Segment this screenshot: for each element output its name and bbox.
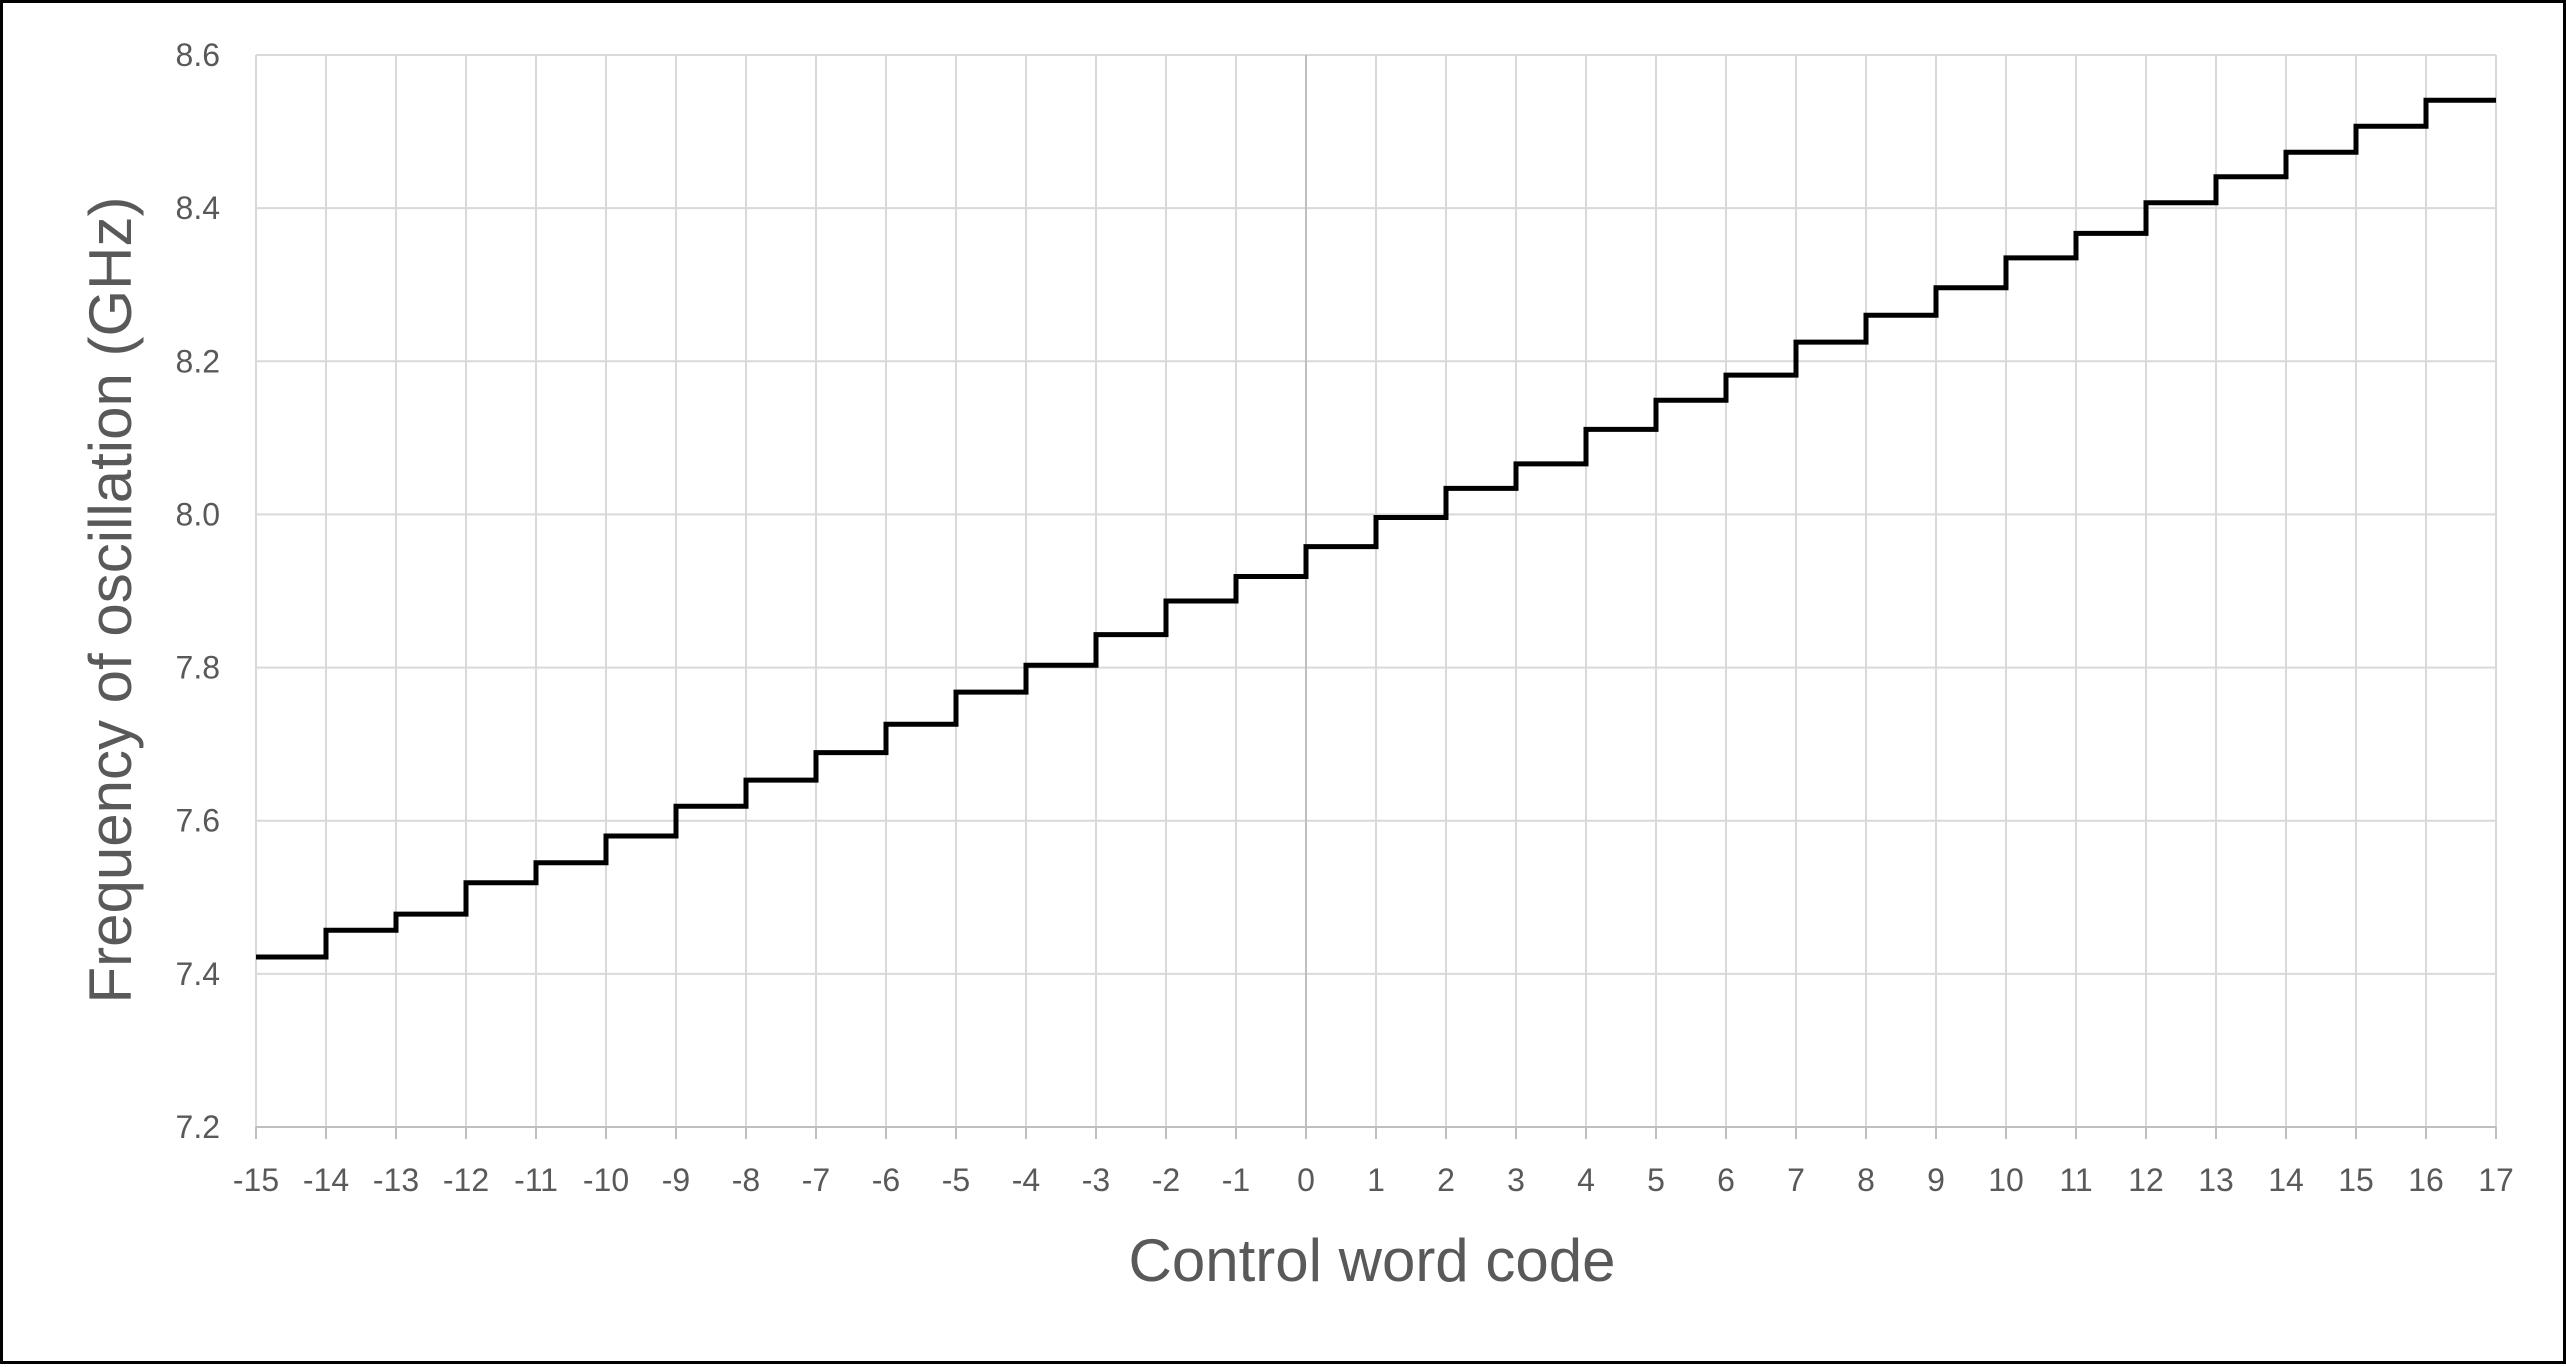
data-point bbox=[2004, 256, 2008, 260]
x-tick-label: -4 bbox=[1012, 1162, 1040, 1198]
data-point bbox=[1514, 462, 1518, 466]
data-point bbox=[1164, 599, 1168, 603]
data-point bbox=[394, 912, 398, 916]
data-point bbox=[1234, 574, 1238, 578]
data-point bbox=[2494, 98, 2498, 102]
series-group bbox=[254, 97, 2498, 960]
series-line bbox=[256, 97, 2496, 960]
data-point bbox=[2284, 150, 2288, 154]
x-tick-label: 10 bbox=[1988, 1162, 2024, 1198]
x-tick-label: -9 bbox=[662, 1162, 690, 1198]
x-tick-label: -14 bbox=[303, 1162, 349, 1198]
x-tick-label: -5 bbox=[942, 1162, 970, 1198]
data-point bbox=[1374, 515, 1378, 519]
y-axis-title: Frequency of oscillation (GHz) bbox=[77, 197, 144, 1004]
x-tick-label: -13 bbox=[373, 1162, 419, 1198]
data-point bbox=[2074, 231, 2078, 235]
data-point bbox=[464, 881, 468, 885]
x-tick-label: 5 bbox=[1647, 1162, 1665, 1198]
data-point bbox=[1094, 633, 1098, 637]
y-tick-label: 7.2 bbox=[176, 1109, 220, 1145]
data-point bbox=[2144, 201, 2148, 205]
data-point bbox=[2424, 98, 2428, 102]
y-tick-label: 8.4 bbox=[176, 190, 220, 226]
x-tick-label: -10 bbox=[583, 1162, 629, 1198]
x-tick-label: -8 bbox=[732, 1162, 760, 1198]
y-tick-label: 8.6 bbox=[176, 37, 220, 73]
data-point bbox=[604, 834, 608, 838]
data-point bbox=[254, 955, 258, 959]
x-tick-label: 0 bbox=[1297, 1162, 1315, 1198]
data-point bbox=[1934, 286, 1938, 290]
x-tick-label: 11 bbox=[2059, 1162, 2092, 1198]
y-tick-labels: 7.2 7.4 7.6 7.8 8.0 8.2 8.4 8.6 bbox=[176, 37, 220, 1145]
x-tick-label: -1 bbox=[1222, 1162, 1250, 1198]
x-tick-label: -3 bbox=[1082, 1162, 1110, 1198]
data-point bbox=[1024, 663, 1028, 667]
data-point bbox=[1794, 340, 1798, 344]
x-tick-label: 8 bbox=[1857, 1162, 1875, 1198]
x-tick-label: -7 bbox=[802, 1162, 830, 1198]
x-tick-label: 16 bbox=[2408, 1162, 2444, 1198]
x-tick-label: 13 bbox=[2198, 1162, 2234, 1198]
x-tick-label: -11 bbox=[514, 1162, 558, 1198]
step-chart: 7.27.47.67.88.08.28.48.6 -15 -14 -13 -12 -11… bbox=[77, 37, 2514, 1294]
x-tick-label: 15 bbox=[2338, 1162, 2374, 1198]
data-point bbox=[1444, 486, 1448, 490]
x-tick-label: 12 bbox=[2128, 1162, 2164, 1198]
x-tick-label: 9 bbox=[1927, 1162, 1945, 1198]
x-tick-label: 4 bbox=[1577, 1162, 1595, 1198]
data-point bbox=[2214, 175, 2218, 179]
data-point bbox=[324, 928, 328, 932]
x-tick-label: 1 bbox=[1367, 1162, 1385, 1198]
x-tick-label: 17 bbox=[2478, 1162, 2514, 1198]
data-point bbox=[1654, 398, 1658, 402]
data-point bbox=[2354, 124, 2358, 128]
y-tick-label: 7.6 bbox=[176, 803, 220, 839]
data-point bbox=[814, 751, 818, 755]
x-tick-label: 2 bbox=[1437, 1162, 1455, 1198]
x-tick-label: -15 bbox=[233, 1162, 279, 1198]
data-point bbox=[1864, 313, 1868, 317]
y-tick-label: 8.2 bbox=[176, 343, 220, 379]
data-point bbox=[1724, 373, 1728, 377]
y-tick-label: 7.8 bbox=[176, 650, 220, 686]
data-point bbox=[884, 722, 888, 726]
data-point bbox=[954, 690, 958, 694]
x-tick-label: 14 bbox=[2268, 1162, 2304, 1198]
data-point bbox=[674, 804, 678, 808]
x-tick-label: -6 bbox=[872, 1162, 900, 1198]
data-point bbox=[534, 861, 538, 865]
x-axis-title: Control word code bbox=[1129, 1227, 1616, 1294]
x-tick-label: 6 bbox=[1717, 1162, 1735, 1198]
x-tick-label: 3 bbox=[1507, 1162, 1525, 1198]
data-point bbox=[744, 778, 748, 782]
x-tick-label: -2 bbox=[1152, 1162, 1180, 1198]
data-point bbox=[1584, 427, 1588, 431]
x-tick-labels: -15 -14 -13 -12 -11 -10 -9 -8 -7 -6 -5 -4 -3 -2 -1 0 1 2 3… bbox=[233, 1162, 2514, 1198]
data-point bbox=[1304, 545, 1308, 549]
y-tick-label: 8.0 bbox=[176, 496, 220, 532]
gridlines bbox=[255, 54, 2497, 1127]
x-tick-label: 7 bbox=[1787, 1162, 1805, 1198]
x-tick-label: -12 bbox=[443, 1162, 489, 1198]
axes bbox=[255, 1126, 2497, 1139]
y-tick-label: 7.4 bbox=[176, 956, 220, 992]
